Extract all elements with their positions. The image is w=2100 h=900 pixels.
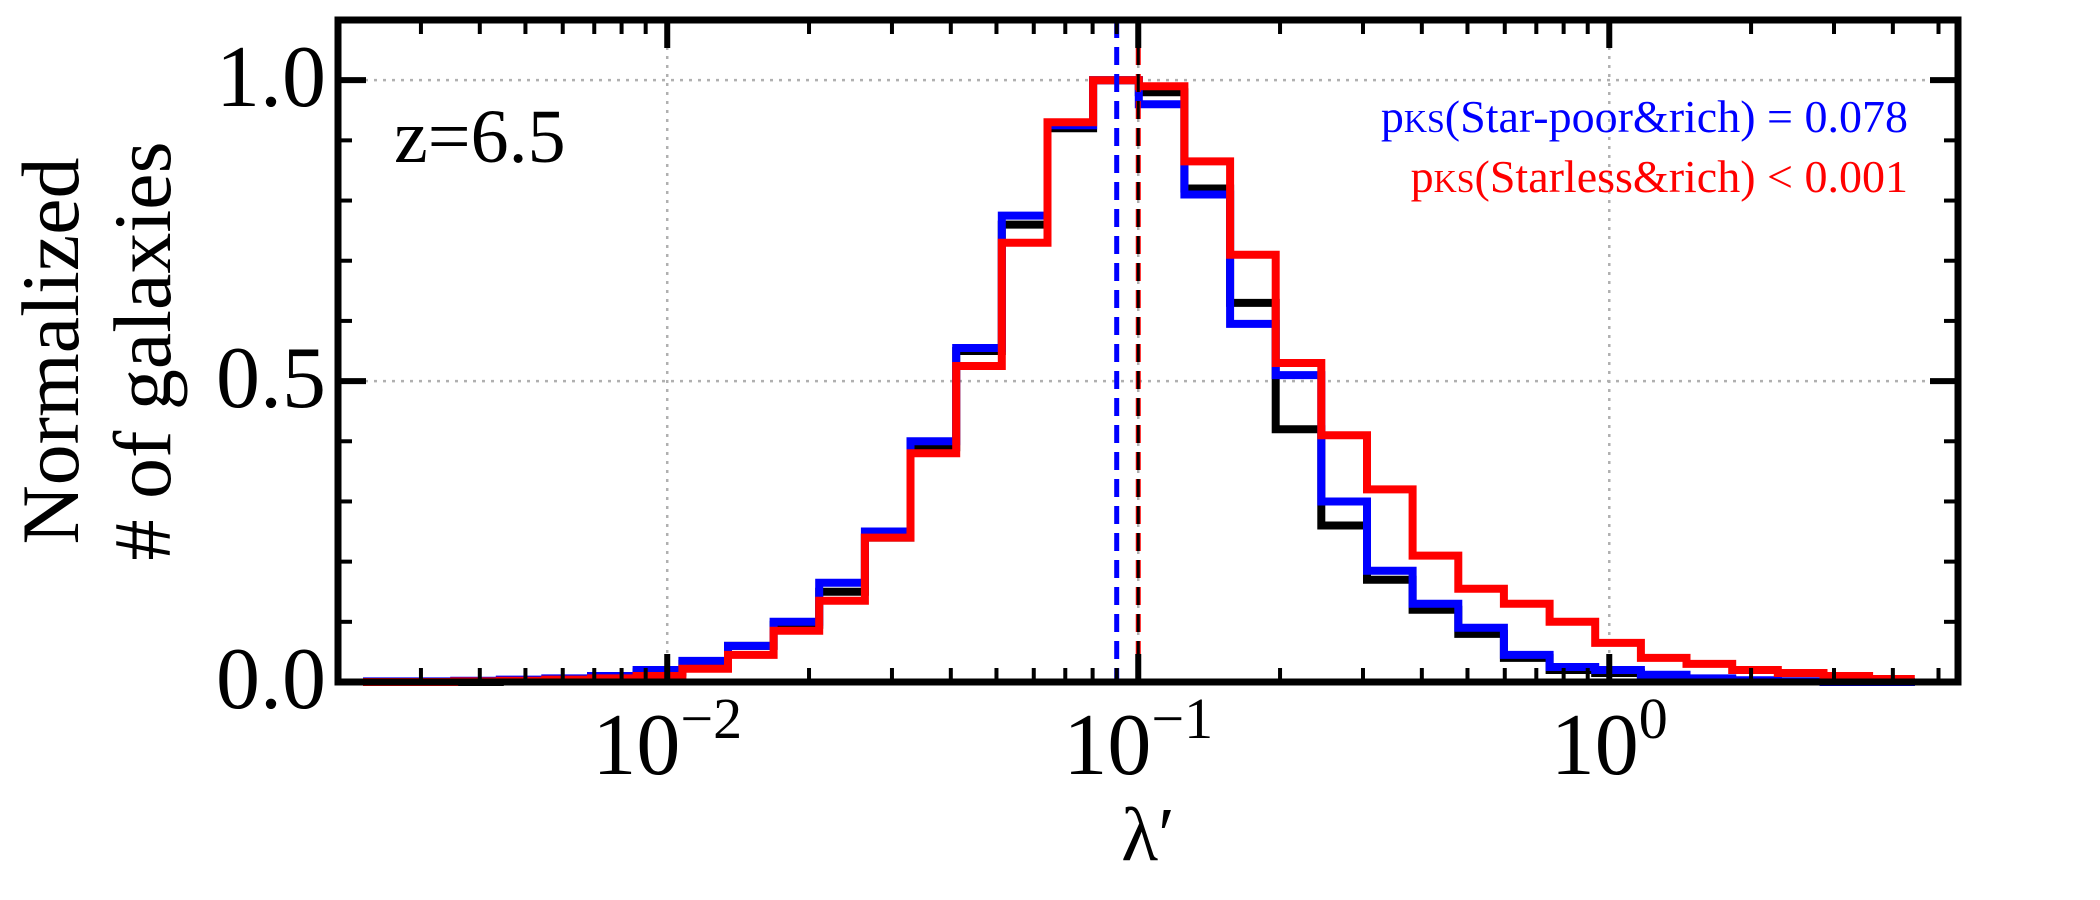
y-axis-label-line-1: # of galaxies	[97, 142, 188, 561]
x-tick-label: 10−1	[1063, 686, 1213, 794]
ks-annotation-1: pKS(Starless&rich) < 0.001	[1411, 151, 1908, 202]
median-lines	[1114, 20, 1141, 682]
ks-annotations: pKS(Star-poor&rich) = 0.078 pKS(Starless&…	[1381, 91, 1908, 202]
plot-frame	[334, 16, 1962, 686]
x-tick-label: 100	[1551, 686, 1668, 794]
series-line-1	[363, 76, 1915, 686]
y-tick-label: 0.0	[216, 631, 326, 728]
y-axis-label-line-0: Normalized	[5, 157, 96, 544]
axis-labels: z=6.5 pKS(Star-poor&rich) = 0.078pKS(Sta…	[5, 29, 1908, 877]
x-tick-label: 10−2	[592, 686, 742, 794]
y-tick-label: 1.0	[216, 29, 326, 126]
y-axis-label: Normalized # of galaxies	[5, 142, 188, 561]
x-axis-label: λ′	[1121, 793, 1174, 877]
y-tick-label: 0.5	[216, 330, 326, 427]
panel-label: z=6.5	[394, 95, 566, 179]
ks-annotation-0: pKS(Star-poor&rich) = 0.078	[1381, 91, 1908, 142]
